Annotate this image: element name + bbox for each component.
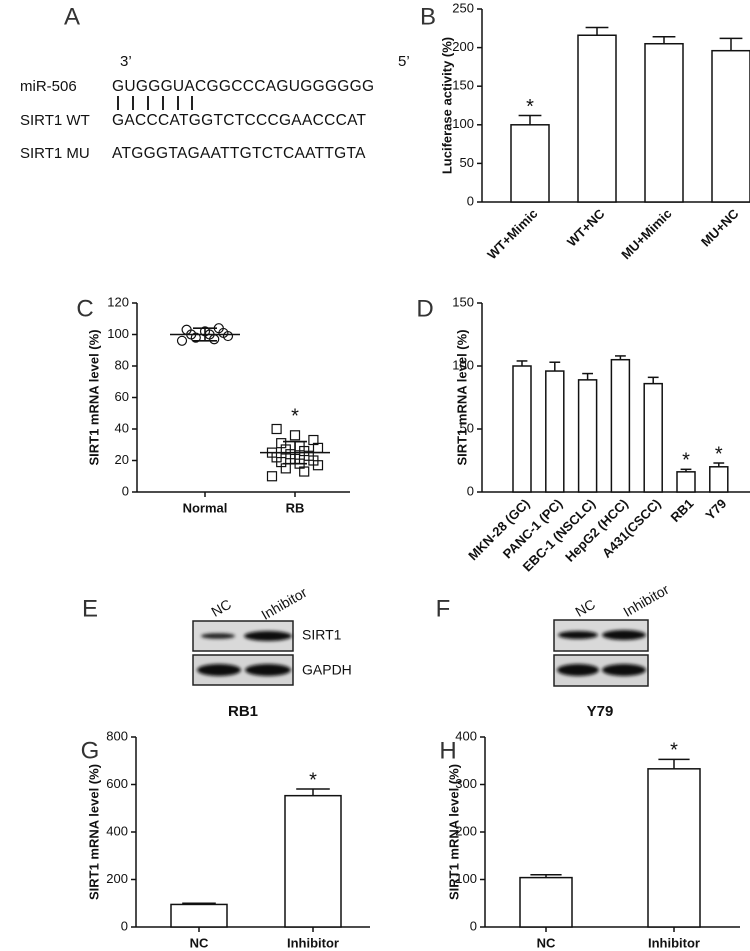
panel-label: C xyxy=(76,295,93,322)
row-label: GAPDH xyxy=(302,662,352,678)
x-tick-label: MU+NC xyxy=(698,206,742,250)
y-axis-title: Luciferase activity (%) xyxy=(439,37,454,174)
bar xyxy=(709,466,729,493)
bar xyxy=(577,34,617,203)
lane-label: NC xyxy=(208,596,234,620)
bar xyxy=(647,768,701,928)
x-tick-label: Inhibitor xyxy=(648,935,700,950)
bar xyxy=(644,42,684,203)
bar xyxy=(643,382,663,493)
bar xyxy=(711,49,750,203)
y-tick-label: 50 xyxy=(460,420,474,435)
lane-label: Inhibitor xyxy=(258,584,309,623)
y-tick-label: 150 xyxy=(452,294,474,309)
x-tick-label: NC xyxy=(537,935,556,950)
y-tick-label: 400 xyxy=(455,728,477,743)
pairing-lines xyxy=(117,96,193,110)
significance: * xyxy=(715,443,723,465)
panel-label: H xyxy=(439,737,456,764)
significance: * xyxy=(682,450,690,472)
y-tick-label: 80 xyxy=(115,357,129,372)
bar xyxy=(284,794,342,928)
panel-label: D xyxy=(416,295,433,322)
panel-label: B xyxy=(420,3,436,30)
sequence: ATGGGTAGAATTGTCTCAATTGTA xyxy=(112,145,366,162)
end-label: 3’ xyxy=(120,53,132,70)
panel-label: A xyxy=(64,3,80,30)
y-tick-label: 250 xyxy=(452,0,474,15)
blot-e xyxy=(192,620,294,686)
y-tick-label: 20 xyxy=(115,452,129,467)
point xyxy=(289,430,301,441)
bar xyxy=(510,124,550,203)
x-tick-label: MU+Mimic xyxy=(618,206,674,262)
point xyxy=(266,471,278,482)
lane-label: Inhibitor xyxy=(620,581,671,620)
cell-line: Y79 xyxy=(587,703,614,720)
point xyxy=(308,434,319,446)
y-tick-label: 800 xyxy=(106,728,128,743)
bar xyxy=(512,365,532,493)
y-tick-label: 200 xyxy=(106,871,128,886)
y-axis-title: SIRT1 mRNA level (%) xyxy=(454,329,469,465)
panel-label: E xyxy=(82,595,98,622)
row-name: SIRT1 WT xyxy=(20,112,90,129)
bar xyxy=(577,379,598,493)
end-label: 5’ xyxy=(398,53,410,70)
y-axis-title: SIRT1 mRNA level (%) xyxy=(446,764,461,900)
x-tick-label: Normal xyxy=(183,500,228,515)
row-name: SIRT1 MU xyxy=(20,145,90,162)
x-tick-label: NC xyxy=(190,935,209,950)
y-tick-label: 200 xyxy=(455,823,477,838)
x-tick-label: WT+Mimic xyxy=(484,206,540,262)
y-tick-label: 200 xyxy=(452,39,474,54)
x-tick-label: WT+NC xyxy=(564,206,608,250)
bar xyxy=(610,358,631,493)
point xyxy=(176,335,188,346)
row-name: miR-506 xyxy=(20,78,77,95)
sequence: GUGGGUACGGCCCAGUGGGGGG xyxy=(112,78,374,95)
significance: * xyxy=(670,740,678,762)
cell-line: RB1 xyxy=(228,703,258,720)
y-tick-label: 100 xyxy=(455,871,477,886)
y-tick-label: 0 xyxy=(470,918,477,933)
x-tick-label: RB1 xyxy=(668,496,697,525)
bar xyxy=(676,471,696,493)
y-tick-label: 50 xyxy=(460,155,474,170)
lane-label: NC xyxy=(572,596,598,620)
y-tick-label: 40 xyxy=(115,420,129,435)
y-tick-label: 60 xyxy=(115,389,129,404)
significance: * xyxy=(309,769,317,791)
row-label: SIRT1 xyxy=(302,627,342,643)
y-tick-label: 100 xyxy=(452,116,474,131)
y-tick-label: 400 xyxy=(106,823,128,838)
y-tick-label: 0 xyxy=(122,483,129,498)
y-tick-label: 150 xyxy=(452,78,474,93)
sequence: GACCCATGGTCTCCCGAACCCAT xyxy=(112,112,367,129)
x-tick-label: RB xyxy=(286,500,305,515)
y-tick-label: 300 xyxy=(455,776,477,791)
y-axis-title: SIRT1 mRNA level (%) xyxy=(86,329,101,465)
y-tick-label: 100 xyxy=(107,326,129,341)
significance: * xyxy=(526,96,534,118)
y-tick-label: 100 xyxy=(452,357,474,372)
bar xyxy=(170,903,228,928)
x-tick-label: Y79 xyxy=(702,496,729,523)
y-tick-label: 0 xyxy=(467,483,474,498)
significance: * xyxy=(291,405,299,427)
x-tick-label: Inhibitor xyxy=(287,935,339,950)
bar xyxy=(519,876,573,928)
y-tick-label: 120 xyxy=(107,294,129,309)
blot-f xyxy=(553,619,649,687)
point xyxy=(271,423,282,435)
y-axis-title: SIRT1 mRNA level (%) xyxy=(86,764,101,900)
panel-label: F xyxy=(436,595,451,622)
bar xyxy=(545,370,565,493)
point xyxy=(276,438,287,449)
y-tick-label: 600 xyxy=(106,776,128,791)
y-tick-label: 0 xyxy=(121,918,128,933)
y-tick-label: 0 xyxy=(467,193,474,208)
panel-label: G xyxy=(81,737,100,764)
